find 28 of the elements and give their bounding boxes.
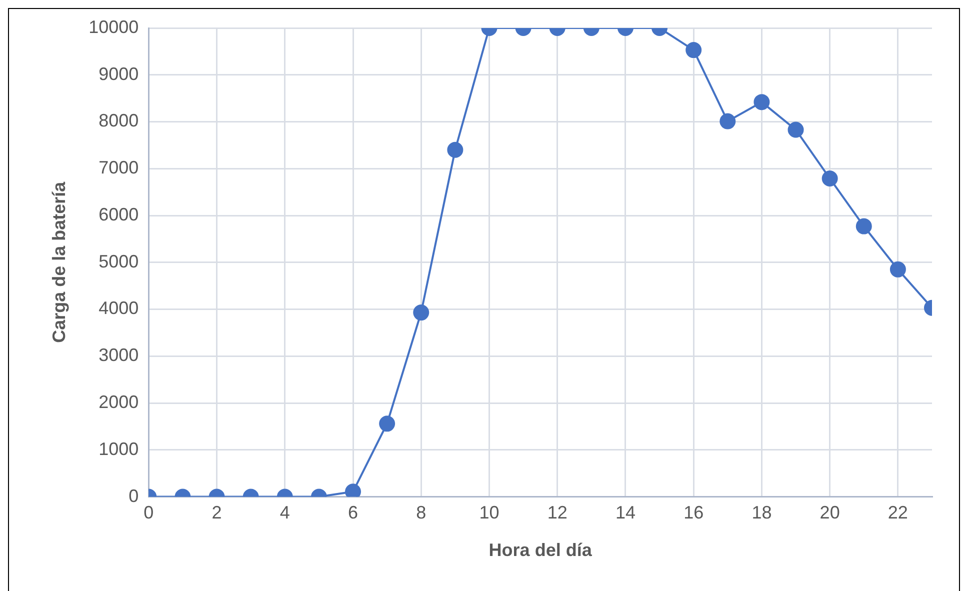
x-tick-label: 20: [820, 502, 840, 523]
y-tick-label: 5000: [98, 251, 139, 272]
y-tick-label: 2000: [98, 392, 139, 412]
point: [413, 304, 430, 321]
y-tick-label: 6000: [98, 204, 139, 224]
x-tick-label: 6: [348, 502, 358, 523]
x-axis-title: Hora del día: [488, 540, 593, 560]
x-tick-label: 4: [280, 502, 290, 523]
x-tick-label: 12: [547, 502, 568, 523]
y-tick-label: 1000: [98, 438, 139, 459]
x-tick-label: 0: [144, 502, 154, 523]
x-tick-label: 8: [416, 502, 426, 523]
point: [856, 218, 872, 234]
x-tick-label: 2: [212, 502, 222, 523]
y-tick-label: 8000: [98, 110, 139, 131]
y-tick-label: 3000: [98, 345, 139, 366]
y-tick-label: 9000: [98, 64, 139, 84]
y-tick-label: 7000: [98, 158, 139, 178]
y-tick-label: 0: [128, 486, 139, 506]
y-tick-label: 10000: [88, 16, 139, 37]
y-axis-title: Carga de la batería: [48, 180, 69, 343]
x-tick-label: 18: [752, 502, 772, 523]
x-tick-label: 14: [615, 502, 636, 523]
x-tick-label: 10: [479, 502, 500, 523]
point: [890, 261, 906, 278]
x-tick-label: 16: [684, 502, 704, 523]
x-tick-label: 22: [888, 502, 908, 523]
y-tick-label: 4000: [98, 298, 139, 318]
